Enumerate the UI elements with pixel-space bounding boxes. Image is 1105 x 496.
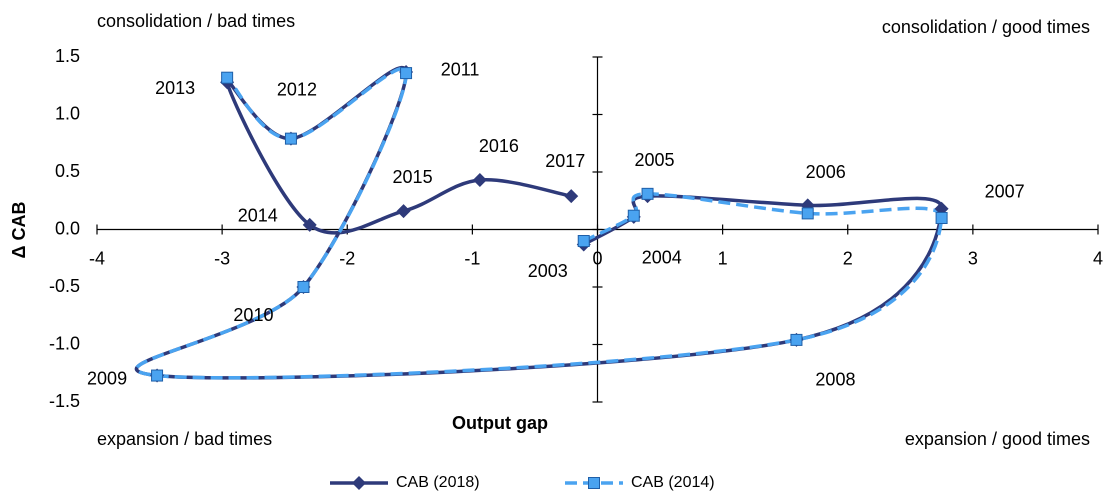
point-label: 2011 bbox=[441, 60, 480, 80]
point bbox=[472, 173, 487, 188]
point-label: 2013 bbox=[155, 78, 195, 98]
legend-marker bbox=[588, 477, 600, 489]
point-label: 2008 bbox=[815, 370, 855, 390]
point bbox=[396, 204, 411, 219]
y-tick-label: 1.5 bbox=[55, 46, 80, 66]
y-tick-label: -1.0 bbox=[49, 333, 80, 353]
x-tick-label: 4 bbox=[1093, 248, 1103, 268]
y-tick-label: -1.5 bbox=[49, 391, 80, 411]
point-label: 2012 bbox=[277, 79, 317, 99]
point bbox=[801, 207, 814, 220]
legend-label: CAB (2018) bbox=[396, 474, 480, 491]
point-label: 2014 bbox=[238, 206, 278, 226]
point bbox=[564, 189, 579, 204]
point bbox=[302, 217, 317, 232]
point-label: 2005 bbox=[635, 150, 675, 170]
x-tick-label: 3 bbox=[968, 248, 978, 268]
point bbox=[935, 212, 948, 224]
point bbox=[284, 132, 297, 145]
point-label: 2007 bbox=[985, 182, 1025, 202]
point bbox=[577, 235, 590, 247]
point-label: 2015 bbox=[393, 167, 433, 187]
y-tick-label: -0.5 bbox=[49, 276, 80, 296]
point bbox=[627, 209, 640, 222]
point bbox=[221, 71, 234, 84]
point-label: 2017 bbox=[545, 151, 585, 171]
point bbox=[400, 67, 413, 80]
point-label: 2009 bbox=[87, 368, 127, 388]
point bbox=[297, 281, 310, 293]
x-tick-label: -3 bbox=[214, 248, 230, 268]
legend-marker bbox=[352, 476, 366, 490]
point-label: 2004 bbox=[642, 248, 682, 268]
y-tick-label: 0.0 bbox=[55, 218, 80, 238]
x-tick-label: 1 bbox=[718, 248, 728, 268]
annotation: expansion / bad times bbox=[97, 429, 272, 449]
x-tick-label: 2 bbox=[843, 248, 853, 268]
point bbox=[790, 333, 803, 346]
annotation: consolidation / bad times bbox=[97, 11, 295, 31]
y-tick-label: 1.0 bbox=[55, 103, 80, 123]
x-tick-label: -4 bbox=[89, 248, 105, 268]
y-tick-label: 0.5 bbox=[55, 161, 80, 181]
point bbox=[151, 369, 164, 382]
y-axis-label: Δ CAB bbox=[9, 202, 29, 259]
x-tick-label: 0 bbox=[592, 248, 602, 268]
x-tick-label: -2 bbox=[339, 248, 355, 268]
series-line bbox=[134, 67, 944, 380]
x-tick-label: -1 bbox=[464, 248, 480, 268]
point-label: 2016 bbox=[479, 136, 519, 156]
annotation: consolidation / good times bbox=[882, 17, 1090, 37]
legend-label: CAB (2014) bbox=[631, 474, 715, 491]
annotation: expansion / good times bbox=[905, 429, 1090, 449]
point-label: 2006 bbox=[806, 162, 846, 182]
x-axis-label: Output gap bbox=[452, 413, 548, 433]
point-label: 2010 bbox=[233, 305, 273, 325]
point-label: 2003 bbox=[528, 261, 568, 281]
point bbox=[641, 187, 654, 200]
